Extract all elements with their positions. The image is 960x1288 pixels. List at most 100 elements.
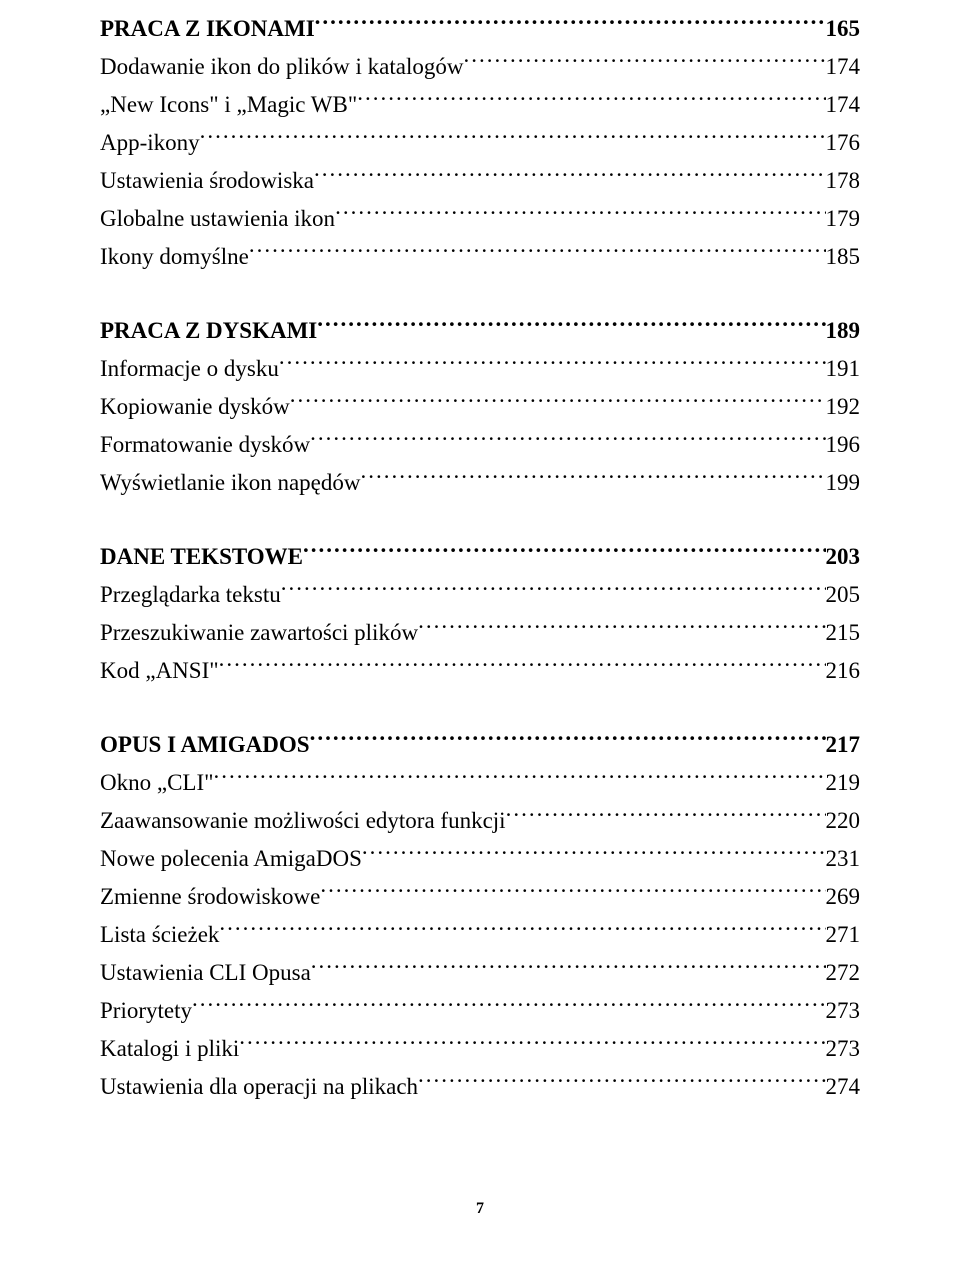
toc-heading-row: PRACA Z DYSKAMI 189 — [100, 312, 860, 350]
toc-entry-page: 179 — [826, 200, 861, 238]
toc-entry-page: 178 — [826, 162, 861, 200]
toc-heading-row: DANE TEKSTOWE 203 — [100, 538, 860, 576]
toc-heading-page: 203 — [826, 538, 861, 576]
toc-entry-page: 191 — [826, 350, 861, 388]
toc-heading-page: 217 — [826, 726, 861, 764]
toc-leader-dots — [315, 13, 826, 36]
toc-entry-label: Dodawanie ikon do plików i katalogów — [100, 48, 463, 86]
toc-entry-row: Ikony domyślne 185 — [100, 238, 860, 276]
toc-leader-dots — [506, 805, 826, 828]
toc-heading-row: OPUS I AMIGADOS 217 — [100, 726, 860, 764]
toc-entries: Informacje o dysku191Kopiowanie dysków19… — [100, 350, 860, 502]
toc-entry-row: Zmienne środowiskowe 269 — [100, 878, 860, 916]
toc-entry-row: Kod „ANSI" 216 — [100, 652, 860, 690]
toc-entry-label: Globalne ustawienia ikon — [100, 200, 335, 238]
toc-entry-label: Kod „ANSI" — [100, 652, 219, 690]
toc-leader-dots — [279, 353, 826, 376]
toc-leader-dots — [214, 767, 826, 790]
toc-leader-dots — [418, 617, 825, 640]
toc-entry-label: Ikony domyślne — [100, 238, 249, 276]
toc-heading-page: 189 — [826, 312, 861, 350]
toc-heading-label: PRACA Z DYSKAMI — [100, 312, 317, 350]
toc-heading-row: PRACA Z IKONAMI 165 — [100, 10, 860, 48]
toc-entry-row: Globalne ustawienia ikon 179 — [100, 200, 860, 238]
toc-entry-row: Katalogi i pliki273 — [100, 1030, 860, 1068]
toc-section: OPUS I AMIGADOS217Okno „CLI"219Zaawansow… — [100, 726, 860, 1106]
toc-entry-label: Okno „CLI" — [100, 764, 214, 802]
toc-entry-label: Priorytety — [100, 992, 192, 1030]
toc-entry-label: Formatowanie dysków — [100, 426, 310, 464]
toc-entry-page: 274 — [826, 1068, 861, 1106]
toc-entry-row: Lista ścieżek 271 — [100, 916, 860, 954]
toc-leader-dots — [290, 391, 826, 414]
toc-entries: Okno „CLI"219Zaawansowanie możliwości ed… — [100, 764, 860, 1106]
toc-entry-label: Ustawienia CLI Opusa — [100, 954, 311, 992]
toc-entry-label: „New Icons" i „Magic WB" — [100, 86, 357, 124]
toc-entry-row: Ustawienia dla operacji na plikach 274 — [100, 1068, 860, 1106]
toc-leader-dots — [357, 89, 825, 112]
toc-entry-page: 174 — [826, 48, 861, 86]
toc-entry-label: Kopiowanie dysków — [100, 388, 290, 426]
toc-leader-dots — [281, 579, 826, 602]
toc-entry-label: Ustawienia dla operacji na plikach — [100, 1068, 418, 1106]
toc-entry-label: Zmienne środowiskowe — [100, 878, 320, 916]
toc-heading-page: 165 — [826, 10, 861, 48]
toc-entry-row: Przeszukiwanie zawartości plików 215 — [100, 614, 860, 652]
toc-section: PRACA Z IKONAMI165Dodawanie ikon do plik… — [100, 10, 860, 276]
toc-entry-label: Lista ścieżek — [100, 916, 219, 954]
toc-leader-dots — [310, 729, 826, 752]
toc-entry-page: 176 — [826, 124, 861, 162]
toc-entry-page: 205 — [826, 576, 861, 614]
toc-entry-row: Ustawienia CLI Opusa 272 — [100, 954, 860, 992]
toc-leader-dots — [239, 1033, 825, 1056]
toc-leader-dots — [249, 241, 826, 264]
toc-heading-label: DANE TEKSTOWE — [100, 538, 303, 576]
toc-leader-dots — [335, 203, 825, 226]
toc-heading-label: OPUS I AMIGADOS — [100, 726, 310, 764]
toc-entry-page: 215 — [826, 614, 861, 652]
toc-entry-row: Priorytety273 — [100, 992, 860, 1030]
toc-entry-row: Przeglądarka tekstu 205 — [100, 576, 860, 614]
toc-entry-page: 269 — [826, 878, 861, 916]
toc-entry-row: Zaawansowanie możliwości edytora funkcji… — [100, 802, 860, 840]
toc-leader-dots — [200, 127, 826, 150]
table-of-contents: PRACA Z IKONAMI165Dodawanie ikon do plik… — [100, 10, 860, 1106]
toc-entry-row: Formatowanie dysków 196 — [100, 426, 860, 464]
toc-entry-label: Katalogi i pliki — [100, 1030, 239, 1068]
toc-entry-page: 196 — [826, 426, 861, 464]
toc-entry-page: 185 — [826, 238, 861, 276]
toc-entry-page: 231 — [826, 840, 861, 878]
toc-entry-row: Okno „CLI" 219 — [100, 764, 860, 802]
toc-entry-row: Nowe polecenia AmigaDOS 231 — [100, 840, 860, 878]
toc-entry-row: Dodawanie ikon do plików i katalogów 174 — [100, 48, 860, 86]
toc-entry-page: 219 — [826, 764, 861, 802]
toc-entry-label: Przeszukiwanie zawartości plików — [100, 614, 418, 652]
toc-leader-dots — [311, 957, 826, 980]
toc-entry-row: App-ikony176 — [100, 124, 860, 162]
toc-entry-row: „New Icons" i „Magic WB" 174 — [100, 86, 860, 124]
toc-entry-page: 199 — [826, 464, 861, 502]
toc-leader-dots — [320, 881, 825, 904]
toc-entry-page: 272 — [826, 954, 861, 992]
toc-entry-page: 174 — [826, 86, 861, 124]
toc-leader-dots — [317, 315, 825, 338]
toc-entries: Przeglądarka tekstu205Przeszukiwanie zaw… — [100, 576, 860, 690]
toc-entry-row: Kopiowanie dysków192 — [100, 388, 860, 426]
toc-section: DANE TEKSTOWE203Przeglądarka tekstu205Pr… — [100, 538, 860, 690]
toc-entry-page: 216 — [826, 652, 861, 690]
toc-entry-label: Zaawansowanie możliwości edytora funkcji — [100, 802, 506, 840]
toc-entry-label: Przeglądarka tekstu — [100, 576, 281, 614]
toc-entry-page: 271 — [826, 916, 861, 954]
page-number: 7 — [0, 1200, 960, 1218]
toc-leader-dots — [418, 1071, 825, 1094]
toc-leader-dots — [361, 467, 826, 490]
toc-entry-label: Ustawienia środowiska — [100, 162, 314, 200]
toc-leader-dots — [310, 429, 825, 452]
toc-entry-row: Ustawienia środowiska 178 — [100, 162, 860, 200]
toc-leader-dots — [362, 843, 826, 866]
toc-leader-dots — [463, 51, 825, 74]
toc-heading-label: PRACA Z IKONAMI — [100, 10, 315, 48]
toc-entry-label: Nowe polecenia AmigaDOS — [100, 840, 362, 878]
toc-entry-row: Wyświetlanie ikon napędów199 — [100, 464, 860, 502]
toc-leader-dots — [314, 165, 826, 188]
